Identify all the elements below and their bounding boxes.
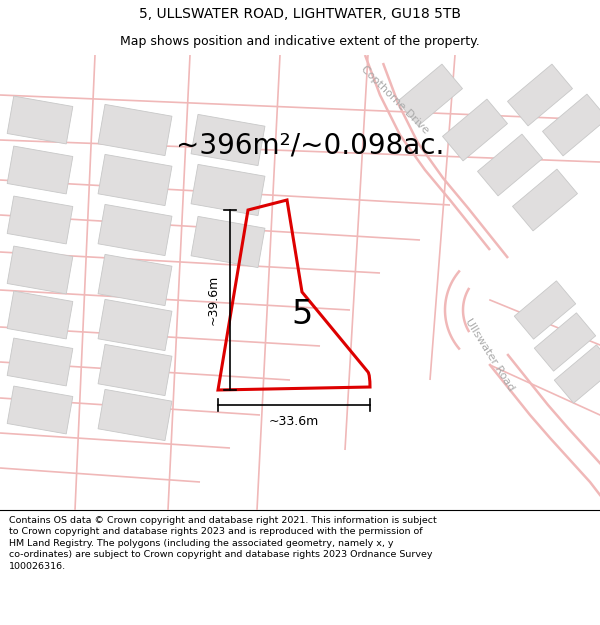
Bar [7,246,73,294]
Bar [7,291,73,339]
Bar [542,94,600,156]
Bar [7,96,73,144]
Bar [98,389,172,441]
Bar [98,254,172,306]
Bar [443,99,508,161]
Text: Map shows position and indicative extent of the property.: Map shows position and indicative extent… [120,35,480,48]
Bar [191,164,265,216]
Bar [191,114,265,166]
Bar [398,64,463,126]
Bar [508,64,572,126]
Bar [98,104,172,156]
Bar [98,154,172,206]
Bar [554,345,600,403]
Text: Ullswater Road: Ullswater Road [464,317,517,393]
Bar [7,146,73,194]
Bar [98,344,172,396]
Bar [191,216,265,268]
Bar [7,338,73,386]
Text: ~39.6m: ~39.6m [207,275,220,325]
Bar [514,281,576,339]
Bar [98,204,172,256]
Bar [534,313,596,371]
Bar [512,169,577,231]
Bar [7,386,73,434]
Text: Contains OS data © Crown copyright and database right 2021. This information is : Contains OS data © Crown copyright and d… [9,516,437,571]
Text: ~33.6m: ~33.6m [269,415,319,428]
Text: Copthorne Drive: Copthorne Drive [359,64,431,136]
Bar [478,134,542,196]
Text: 5, ULLSWATER ROAD, LIGHTWATER, GU18 5TB: 5, ULLSWATER ROAD, LIGHTWATER, GU18 5TB [139,7,461,21]
Text: ~396m²/~0.098ac.: ~396m²/~0.098ac. [176,131,444,159]
Bar [7,196,73,244]
Text: 5: 5 [292,299,313,331]
Bar [98,299,172,351]
